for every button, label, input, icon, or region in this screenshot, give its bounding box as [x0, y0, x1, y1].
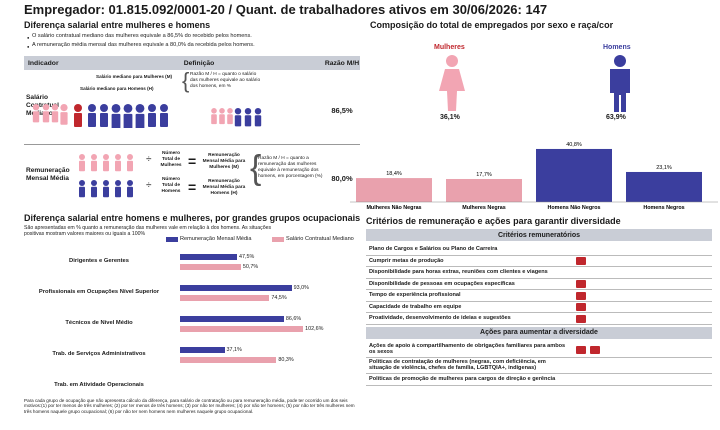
- criteria-label-4: Tempo de experiência profissional: [369, 292, 461, 299]
- women-label: Mulheres: [434, 44, 465, 51]
- criteria-row-5: Capacidade de trabalho em equipe: [366, 302, 712, 313]
- occupation-bar-1-0: [180, 285, 292, 291]
- diversity-label-0: Ações de apoio à compartilhamento de obr…: [369, 342, 566, 355]
- occupation-value-3-0: 37,1%: [226, 347, 242, 353]
- checked-mark-icon: [576, 303, 586, 312]
- criteria-row-4: Tempo de experiência profissional: [366, 290, 712, 302]
- salary-women-label: Salário mediano para Mulheres (M): [96, 74, 176, 80]
- salary-note: Razão M / H = quanto o salário das mulhe…: [190, 72, 261, 89]
- diversity-label-2: Políticas de promoção de mulheres para c…: [369, 375, 556, 382]
- col-indicator: Indicador: [24, 56, 74, 70]
- occupation-value-1-0: 93,0%: [293, 285, 309, 291]
- page-title: Empregador: 01.815.092/0001-20 / Quant. …: [24, 2, 548, 17]
- composition-bar-value-2: 40,8%: [566, 142, 582, 148]
- composition-bar-1: [446, 178, 522, 202]
- diversity-label-1: Políticas de contratação de mulheres (ne…: [369, 358, 546, 371]
- wage-bullet-2: A remuneração média mensal das mulheres …: [27, 42, 255, 50]
- occupational-subtitle: São apresentadas em % quanto a remuneraç…: [24, 225, 272, 237]
- criteria-label-5: Capacidade de trabalho em equipe: [369, 303, 462, 310]
- composition-bar-label-0: Mulheres Não Negras: [366, 205, 421, 211]
- remuneration-people-figures: [79, 154, 133, 198]
- composition-bar-2: [536, 148, 612, 202]
- wage-gap-title: Diferença salarial entre mulheres e home…: [24, 20, 211, 30]
- indicator-remuneration: Remuneração Mensal Média: [26, 167, 70, 182]
- occupation-bar-0-1: [180, 264, 241, 270]
- criteria-row-2: Disponibilidade para horas extras, reuni…: [366, 267, 712, 279]
- checked-mark-icon: [576, 314, 586, 323]
- criteria-label-6: Proatividade, desenvolvimento de ideias …: [369, 315, 511, 322]
- checked-mark-icon: [576, 291, 586, 300]
- wage-bullet-1: O salário contratual mediano das mulhere…: [27, 33, 252, 41]
- checked-mark-icon: [576, 280, 586, 289]
- legend-remuneration: Remuneração Mensal Média: [180, 236, 252, 242]
- men-pct: 63,9%: [606, 114, 626, 121]
- legend-salary: Salário Contratual Mediano: [286, 236, 354, 242]
- composition-bar-label-3: Homens Negros: [643, 205, 684, 211]
- occupation-label-3: Trab. de Serviços Administrativos: [52, 351, 146, 357]
- occupational-title: Diferença salarial entre homens e mulher…: [24, 213, 361, 223]
- composition-bar-3: [626, 171, 702, 202]
- women-pct: 36,1%: [440, 114, 460, 121]
- woman-icon: [439, 55, 465, 111]
- criteria-row-1: Cumprir metas de produção: [366, 256, 712, 267]
- occupation-value-2-0: 86,6%: [285, 316, 302, 322]
- occupation-label-1: Profissionais em Ocupações Nível Superio…: [38, 289, 160, 295]
- occupation-bar-1-1: [180, 295, 270, 301]
- col-definition: Definição: [74, 56, 324, 70]
- checked-mark-icon: [576, 257, 586, 266]
- composition-bar-label-1: Mulheres Negras: [462, 205, 505, 211]
- diversity-row-2: Políticas de promoção de mulheres para c…: [366, 374, 712, 386]
- composition-title: Composição do total de empregados por se…: [370, 20, 614, 30]
- women-total-label: Número Total de Mulheres: [160, 151, 182, 168]
- criteria-head-diversity: Ações para aumentar a diversidade: [366, 326, 712, 339]
- occupation-value-3-1: 80,3%: [278, 357, 294, 363]
- composition-bar-value-1: 17,7%: [476, 172, 492, 178]
- women-remuneration-label: Remuneração Mensal Média para Mulheres (…: [202, 153, 246, 170]
- criteria-row-0: Plano de Cargos e Salários ou Plano de C…: [366, 244, 712, 256]
- legend-swatch-salary: [272, 237, 284, 242]
- occupation-bar-3-0: [180, 347, 225, 353]
- composition-bar-label-2: Homens Não Negros: [547, 205, 600, 211]
- man-icon: [610, 55, 630, 112]
- composition-bar-chart: 18,4% Mulheres Não Negras 17,7% Mulheres Ne…: [350, 142, 718, 211]
- salary-men-label: Salário mediano para Homens (H): [80, 86, 160, 92]
- occupation-bar-2-1: [180, 326, 304, 332]
- occupation-label-0: Dirigentes e Gerentes: [69, 258, 129, 264]
- ratio-salary: 86,5%: [331, 106, 353, 115]
- occupation-value-2-1: 102,6%: [305, 326, 324, 332]
- criteria-label-0: Plano de Cargos e Salários ou Plano de C…: [369, 246, 498, 253]
- occupation-value-1-1: 74,5%: [271, 295, 287, 301]
- footnote: Para cada grupo de ocupação que não apre…: [24, 398, 355, 414]
- checked-mark-icon: [590, 345, 600, 354]
- criteria-label-3: Disponibilidade de pessoas em ocupações …: [369, 280, 515, 287]
- col-ratio: Razão M/H: [324, 56, 360, 70]
- men-total-label: Número Total de Homens: [161, 177, 181, 194]
- occupation-bar-3-1: [180, 357, 277, 363]
- criteria-row-3: Disponibilidade de pessoas em ocupações …: [366, 279, 712, 290]
- criteria-label-1: Cumprir metas de produção: [369, 257, 444, 264]
- occupation-label-4: Trab. em Atividade Operacionais: [54, 382, 144, 388]
- occupation-value-0-1: 50,7%: [242, 264, 259, 270]
- men-label: Homens: [603, 44, 631, 51]
- criteria-label-2: Disponibilidade para horas extras, reuni…: [369, 269, 548, 276]
- occupation-value-0-0: 47,5%: [239, 254, 255, 260]
- checked-mark-icon: [576, 345, 586, 354]
- occupation-bar-0-0: [180, 254, 237, 260]
- composition-bar-0: [356, 178, 432, 202]
- salary-people-figures: [32, 104, 262, 128]
- criteria-title: Critérios de remuneração e ações para ga…: [366, 216, 621, 226]
- ratio-remuneration: 80,0%: [331, 174, 353, 183]
- occupation-bar-2-0: [180, 316, 284, 322]
- diversity-row-0: Ações de apoio à compartilhamento de obr…: [366, 342, 712, 358]
- composition-bar-value-0: 18,4%: [386, 171, 402, 177]
- composition-bar-value-3: 23,1%: [656, 165, 672, 171]
- indicator-salary: Salário Contratual Mediano: [26, 94, 59, 117]
- criteria-row-6: Proatividade, desenvolvimento de ideias …: [366, 313, 712, 325]
- men-remuneration-label: Remuneração Mensal Média para Homens (H): [202, 179, 246, 196]
- remuneration-note: Razão M / H = quanto a remuneração das m…: [258, 156, 323, 179]
- legend-swatch-remuneration: [166, 237, 178, 242]
- occupation-label-2: Técnicos de Nível Médio: [65, 320, 133, 326]
- criteria-head-remuneration: Critérios remuneratórios: [366, 229, 712, 241]
- diversity-row-1: Políticas de contratação de mulheres (ne…: [366, 358, 712, 374]
